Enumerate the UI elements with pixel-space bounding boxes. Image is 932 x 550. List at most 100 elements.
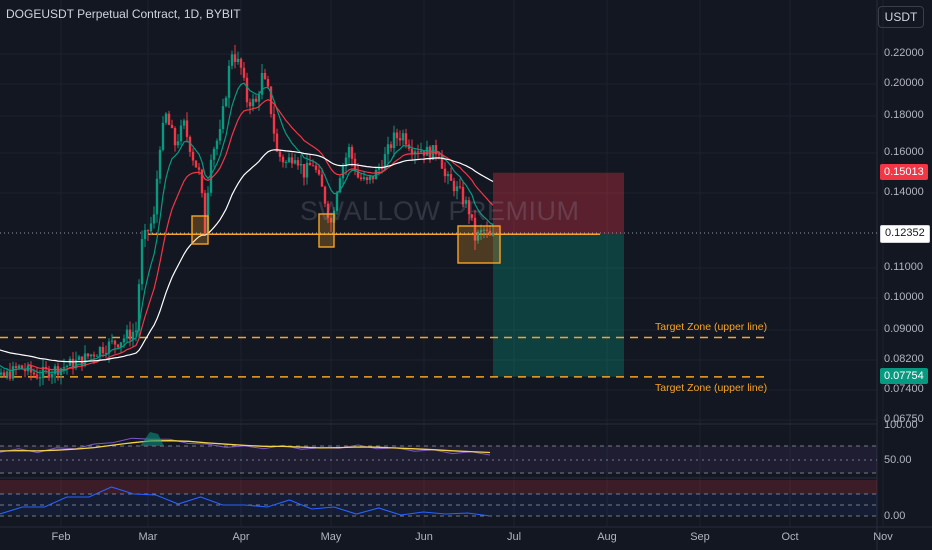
candle: [101, 346, 105, 354]
candle: [104, 353, 108, 355]
candle: [320, 174, 324, 187]
rsi-overbought-fill: [140, 432, 164, 446]
candle: [362, 177, 366, 180]
time-axis-tick: Apr: [232, 531, 250, 543]
candle: [224, 97, 228, 107]
candle: [335, 192, 339, 211]
time-axis-tick: Aug: [597, 531, 617, 543]
candle: [128, 329, 132, 340]
candle: [8, 371, 12, 379]
osc-line: [0, 486, 491, 517]
candle: [71, 358, 75, 368]
candle: [386, 144, 390, 155]
candle: [434, 145, 438, 155]
price-axis-tick: 0.16000: [884, 146, 924, 158]
ema-slow-line: [0, 149, 494, 363]
candle: [479, 230, 483, 232]
take-profit-zone: [493, 234, 624, 377]
candle: [155, 178, 159, 215]
candle: [173, 127, 177, 146]
candle: [230, 54, 234, 66]
candle: [107, 341, 111, 354]
candle: [287, 157, 291, 163]
candle: [89, 354, 93, 357]
candle: [371, 176, 375, 180]
candle: [338, 178, 342, 193]
candle: [485, 229, 489, 231]
candle: [209, 159, 213, 193]
candle: [440, 154, 444, 169]
candle: [0, 372, 3, 375]
candle: [53, 366, 57, 375]
candle: [35, 374, 39, 379]
candle: [83, 353, 87, 366]
candle: [143, 229, 147, 240]
candle: [161, 122, 165, 150]
candle: [284, 162, 288, 164]
candle: [443, 168, 447, 177]
target-zone-lower-label: Target Zone (upper line): [655, 382, 768, 394]
candle: [248, 102, 252, 107]
stop-loss-zone: [493, 172, 624, 235]
candle: [446, 174, 450, 177]
candle: [344, 157, 348, 167]
candle: [356, 171, 360, 178]
candle: [185, 120, 189, 137]
rsi-ma-line: [0, 440, 491, 454]
candle: [452, 180, 456, 192]
target-zone-upper-label: Target Zone (upper line): [655, 321, 768, 333]
candle: [5, 371, 9, 377]
candle: [23, 369, 27, 372]
currency-button[interactable]: USDT: [878, 6, 924, 28]
candle: [116, 344, 120, 348]
candle: [380, 167, 384, 170]
price-axis-tick: 0.06750: [884, 413, 924, 425]
candle: [260, 72, 264, 95]
candle: [296, 160, 300, 166]
candle: [170, 124, 174, 128]
osc-upper-band: [0, 480, 877, 494]
candle: [302, 163, 306, 178]
candle: [416, 151, 420, 153]
candle: [77, 356, 81, 360]
candle: [17, 365, 21, 368]
candle: [359, 177, 363, 180]
candle: [92, 354, 96, 357]
candle: [383, 154, 387, 170]
candle: [401, 133, 405, 141]
candle: [272, 114, 276, 134]
candle: [263, 72, 267, 80]
candle: [299, 163, 303, 166]
candle: [11, 366, 15, 379]
candle: [68, 358, 72, 366]
candle: [167, 113, 171, 125]
price-axis-tick: 0.10000: [884, 291, 924, 303]
price-axis-tick: 0.22000: [884, 47, 924, 59]
candle: [74, 359, 78, 368]
candle: [194, 160, 198, 168]
time-axis-tick: Sep: [690, 531, 710, 543]
time-axis-tick: Oct: [781, 531, 799, 543]
price-axis-tick: 0.11000: [884, 261, 923, 273]
candle: [473, 217, 477, 241]
osc-mid-band: [0, 494, 877, 516]
candle: [176, 141, 180, 146]
candle: [140, 239, 144, 285]
candle: [290, 157, 294, 164]
time-axis-tick: Jun: [415, 531, 433, 543]
candle: [464, 200, 468, 204]
target-price-badge: 0.07754: [880, 368, 928, 384]
candle: [131, 331, 135, 340]
candle: [227, 65, 231, 98]
candle: [221, 106, 225, 130]
candle: [164, 113, 168, 123]
candle: [410, 148, 414, 155]
candle: [179, 125, 183, 142]
candle: [62, 367, 66, 369]
candle: [293, 160, 297, 164]
price-axis-tick: 0.20000: [884, 77, 924, 89]
candle: [200, 169, 204, 194]
candle: [458, 186, 462, 188]
candle: [119, 342, 123, 348]
